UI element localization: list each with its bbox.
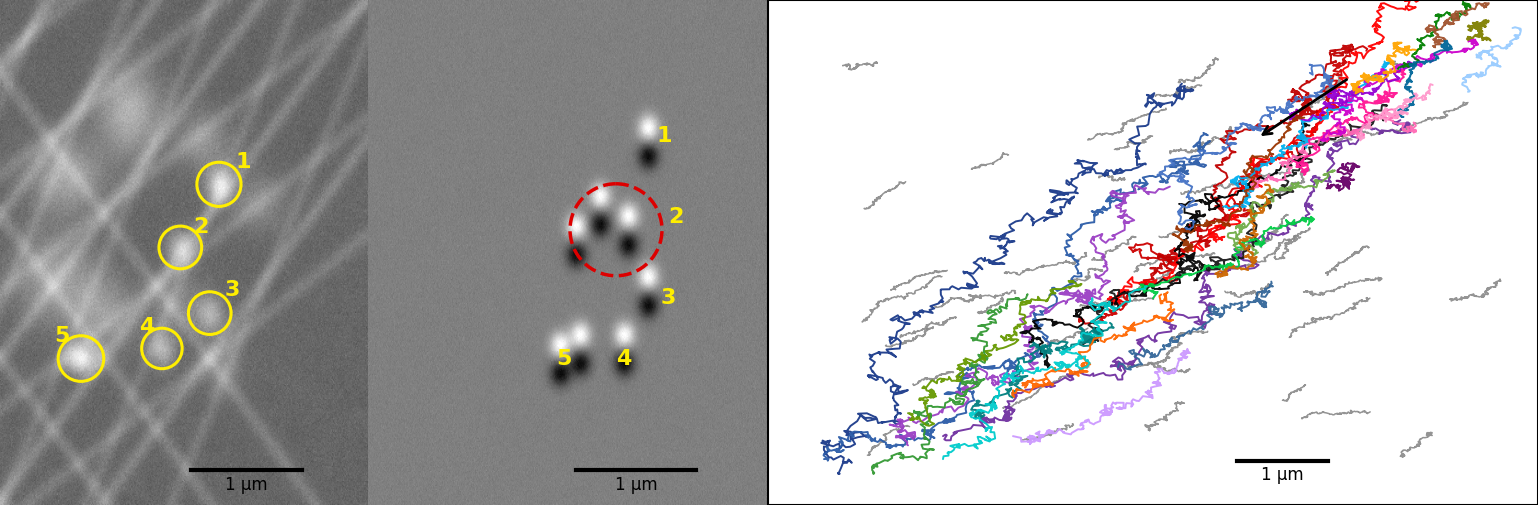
Text: 5: 5 bbox=[54, 326, 69, 346]
Text: 4: 4 bbox=[617, 348, 632, 369]
Text: 1: 1 bbox=[235, 152, 251, 172]
Text: 1 μm: 1 μm bbox=[1261, 466, 1304, 484]
Text: 1: 1 bbox=[657, 126, 672, 146]
Text: 3: 3 bbox=[225, 280, 240, 300]
Text: 2: 2 bbox=[669, 207, 684, 227]
Text: 1 μm: 1 μm bbox=[225, 476, 268, 494]
Text: 5: 5 bbox=[557, 348, 572, 369]
Text: 2: 2 bbox=[192, 217, 208, 237]
Text: 4: 4 bbox=[140, 317, 155, 337]
Text: 1 μm: 1 μm bbox=[615, 476, 657, 494]
Text: 3: 3 bbox=[660, 288, 675, 308]
